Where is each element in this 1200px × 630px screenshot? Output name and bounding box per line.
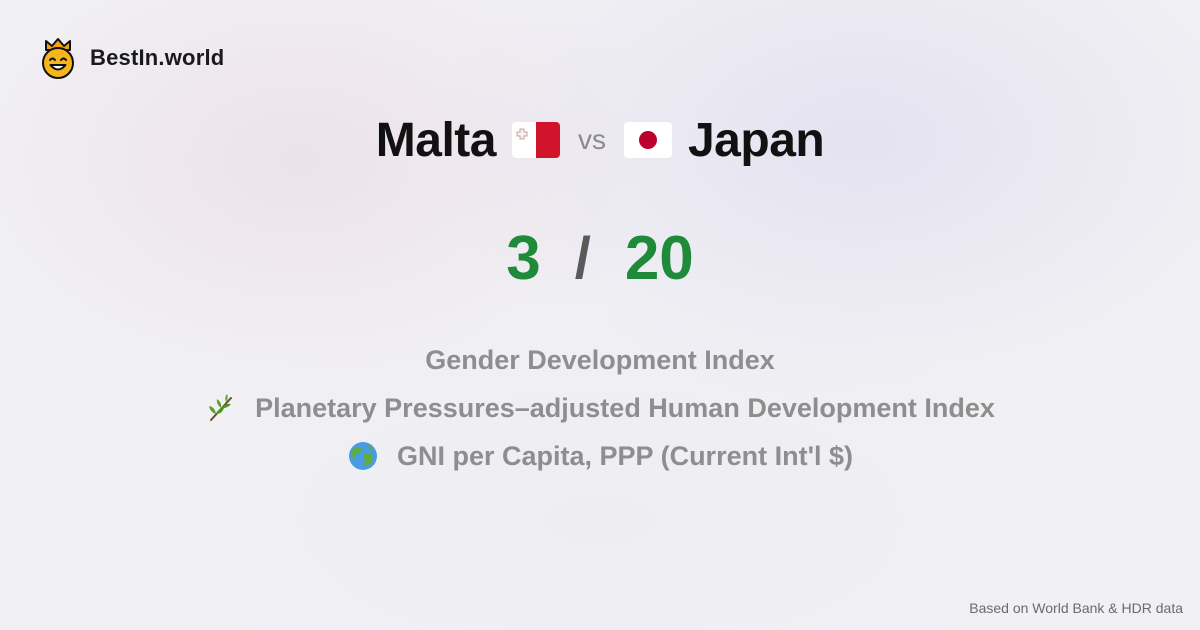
vs-label: vs bbox=[577, 124, 606, 155]
brand[interactable]: BestIn.world bbox=[38, 36, 224, 80]
left-country-name: Malta bbox=[375, 113, 497, 167]
score-row: 3 / 20 bbox=[0, 220, 1200, 296]
metric-label: Gender Development Index bbox=[425, 344, 775, 375]
right-country-name: Japan bbox=[687, 113, 825, 167]
metric-label: GNI per Capita, PPP (Current Int'l $) bbox=[397, 440, 853, 471]
japan-flag-icon bbox=[623, 122, 672, 158]
left-score: 3 bbox=[506, 223, 541, 293]
globe-icon bbox=[349, 442, 377, 470]
comparison-title: Malta vs Japan bbox=[0, 108, 1200, 172]
metric-item: Gender Development Index bbox=[425, 336, 775, 384]
brand-name[interactable]: BestIn.world bbox=[90, 45, 225, 70]
crown-smiley-icon bbox=[42, 38, 74, 79]
metric-item: GNI per Capita, PPP (Current Int'l $) bbox=[347, 432, 853, 480]
metrics-list: Gender Development Index Planetary Press… bbox=[0, 336, 1200, 480]
data-source-note: Based on World Bank & HDR data bbox=[969, 600, 1183, 616]
score-separator: / bbox=[574, 225, 591, 291]
herb-icon bbox=[209, 394, 233, 421]
metric-label: Planetary Pressures–adjusted Human Devel… bbox=[255, 392, 995, 423]
right-score: 20 bbox=[624, 223, 694, 293]
metric-item: Planetary Pressures–adjusted Human Devel… bbox=[205, 384, 995, 432]
malta-flag-icon bbox=[511, 122, 560, 158]
